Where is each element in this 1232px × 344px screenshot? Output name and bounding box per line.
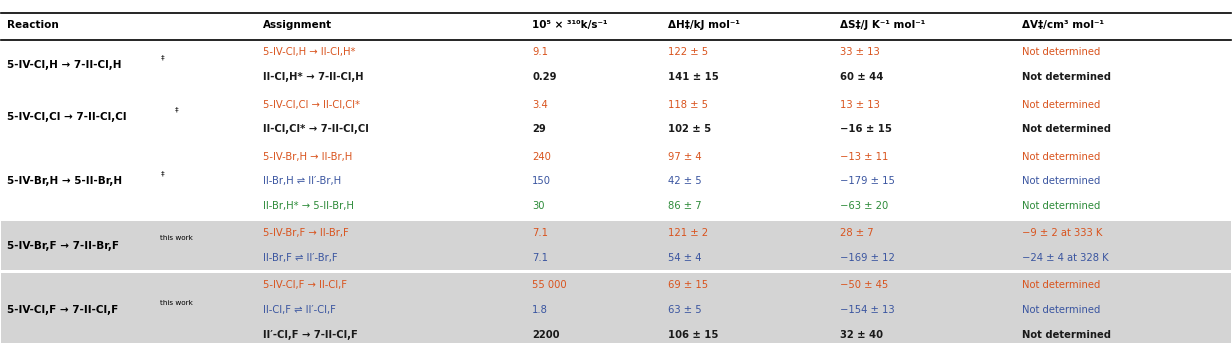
Text: Not determined: Not determined bbox=[1023, 201, 1100, 211]
Text: −169 ± 12: −169 ± 12 bbox=[840, 253, 894, 263]
Text: II-Br,H* → 5-II-Br,H: II-Br,H* → 5-II-Br,H bbox=[262, 201, 354, 211]
Text: 102 ± 5: 102 ± 5 bbox=[668, 124, 711, 134]
Bar bbox=[1, 273, 1231, 344]
Text: Assignment: Assignment bbox=[262, 20, 331, 30]
Text: 106 ± 15: 106 ± 15 bbox=[668, 330, 718, 340]
Text: 5-IV-Cl,F → 7-II-Cl,F: 5-IV-Cl,F → 7-II-Cl,F bbox=[7, 305, 118, 315]
Text: 10⁵ × ³¹⁰k/s⁻¹: 10⁵ × ³¹⁰k/s⁻¹ bbox=[532, 20, 607, 30]
Text: 5-IV-Br,H → II-Br,H: 5-IV-Br,H → II-Br,H bbox=[262, 152, 352, 162]
Text: −50 ± 45: −50 ± 45 bbox=[840, 280, 888, 290]
Text: −154 ± 13: −154 ± 13 bbox=[840, 305, 894, 315]
Text: Not determined: Not determined bbox=[1023, 152, 1100, 162]
Text: ΔS‡/J K⁻¹ mol⁻¹: ΔS‡/J K⁻¹ mol⁻¹ bbox=[840, 20, 925, 30]
Text: 60 ± 44: 60 ± 44 bbox=[840, 72, 883, 82]
Text: 122 ± 5: 122 ± 5 bbox=[668, 47, 708, 57]
Text: II-Cl,H* → 7-II-Cl,H: II-Cl,H* → 7-II-Cl,H bbox=[262, 72, 363, 82]
Text: 42 ± 5: 42 ± 5 bbox=[668, 176, 701, 186]
Text: 69 ± 15: 69 ± 15 bbox=[668, 280, 708, 290]
Text: Not determined: Not determined bbox=[1023, 330, 1111, 340]
Text: II-Cl,F ⇌ II′-Cl,F: II-Cl,F ⇌ II′-Cl,F bbox=[262, 305, 335, 315]
Text: 55 000: 55 000 bbox=[532, 280, 567, 290]
Text: II′-Cl,F → 7-II-Cl,F: II′-Cl,F → 7-II-Cl,F bbox=[262, 330, 357, 340]
Text: 5-IV-Cl,H → 7-II-Cl,H: 5-IV-Cl,H → 7-II-Cl,H bbox=[7, 60, 121, 70]
Text: −13 ± 11: −13 ± 11 bbox=[840, 152, 888, 162]
Text: II-Br,F ⇌ II′-Br,F: II-Br,F ⇌ II′-Br,F bbox=[262, 253, 338, 263]
Text: 5-IV-Cl,Cl → II-Cl,Cl*: 5-IV-Cl,Cl → II-Cl,Cl* bbox=[262, 99, 360, 109]
Text: 86 ± 7: 86 ± 7 bbox=[668, 201, 701, 211]
Text: 32 ± 40: 32 ± 40 bbox=[840, 330, 883, 340]
Text: Not determined: Not determined bbox=[1023, 124, 1111, 134]
Text: 33 ± 13: 33 ± 13 bbox=[840, 47, 880, 57]
Text: 7.1: 7.1 bbox=[532, 228, 548, 238]
Bar bbox=[1, 221, 1231, 270]
Text: 121 ± 2: 121 ± 2 bbox=[668, 228, 708, 238]
Text: 5-IV-Br,F → II-Br,F: 5-IV-Br,F → II-Br,F bbox=[262, 228, 349, 238]
Text: 54 ± 4: 54 ± 4 bbox=[668, 253, 701, 263]
Text: 5-IV-Br,H → 5-II-Br,H: 5-IV-Br,H → 5-II-Br,H bbox=[7, 176, 122, 186]
Text: II-Br,H ⇌ II′-Br,H: II-Br,H ⇌ II′-Br,H bbox=[262, 176, 341, 186]
Text: 5-IV-Cl,F → II-Cl,F: 5-IV-Cl,F → II-Cl,F bbox=[262, 280, 347, 290]
Text: 0.29: 0.29 bbox=[532, 72, 557, 82]
Text: this work: this work bbox=[160, 235, 193, 241]
Text: 7.1: 7.1 bbox=[532, 253, 548, 263]
Text: 141 ± 15: 141 ± 15 bbox=[668, 72, 718, 82]
Text: −24 ± 4 at 328 K: −24 ± 4 at 328 K bbox=[1023, 253, 1109, 263]
Text: 97 ± 4: 97 ± 4 bbox=[668, 152, 701, 162]
Text: 5-IV-Cl,Cl → 7-II-Cl,Cl: 5-IV-Cl,Cl → 7-II-Cl,Cl bbox=[7, 112, 127, 122]
Text: ‡: ‡ bbox=[160, 171, 164, 177]
Text: 3.4: 3.4 bbox=[532, 99, 548, 109]
Text: 118 ± 5: 118 ± 5 bbox=[668, 99, 707, 109]
Bar bbox=[1, 40, 1231, 89]
Text: 9.1: 9.1 bbox=[532, 47, 548, 57]
Text: ΔH‡/kJ mol⁻¹: ΔH‡/kJ mol⁻¹ bbox=[668, 20, 739, 30]
Text: Not determined: Not determined bbox=[1023, 280, 1100, 290]
Text: 13 ± 13: 13 ± 13 bbox=[840, 99, 880, 109]
Bar bbox=[1, 144, 1231, 218]
Text: Reaction: Reaction bbox=[7, 20, 59, 30]
Bar bbox=[1, 92, 1231, 141]
Text: ‡: ‡ bbox=[160, 54, 164, 60]
Text: 1.8: 1.8 bbox=[532, 305, 548, 315]
Text: 63 ± 5: 63 ± 5 bbox=[668, 305, 701, 315]
Text: −9 ± 2 at 333 K: −9 ± 2 at 333 K bbox=[1023, 228, 1103, 238]
Text: 150: 150 bbox=[532, 176, 551, 186]
Text: 2200: 2200 bbox=[532, 330, 559, 340]
Text: Not determined: Not determined bbox=[1023, 305, 1100, 315]
Text: ΔV‡/cm³ mol⁻¹: ΔV‡/cm³ mol⁻¹ bbox=[1023, 20, 1104, 30]
Text: 28 ± 7: 28 ± 7 bbox=[840, 228, 873, 238]
Text: ‡: ‡ bbox=[175, 106, 179, 112]
Bar bbox=[1, 13, 1231, 40]
Text: Not determined: Not determined bbox=[1023, 99, 1100, 109]
Text: 29: 29 bbox=[532, 124, 546, 134]
Text: 5-IV-Br,F → 7-II-Br,F: 5-IV-Br,F → 7-II-Br,F bbox=[7, 241, 118, 251]
Text: Not determined: Not determined bbox=[1023, 47, 1100, 57]
Text: −179 ± 15: −179 ± 15 bbox=[840, 176, 894, 186]
Text: this work: this work bbox=[160, 300, 193, 305]
Text: 5-IV-Cl,H → II-Cl,H*: 5-IV-Cl,H → II-Cl,H* bbox=[262, 47, 355, 57]
Text: Not determined: Not determined bbox=[1023, 176, 1100, 186]
Text: 30: 30 bbox=[532, 201, 545, 211]
Text: −63 ± 20: −63 ± 20 bbox=[840, 201, 888, 211]
Text: Not determined: Not determined bbox=[1023, 72, 1111, 82]
Text: 240: 240 bbox=[532, 152, 551, 162]
Text: II-Cl,Cl* → 7-II-Cl,Cl: II-Cl,Cl* → 7-II-Cl,Cl bbox=[262, 124, 368, 134]
Text: −16 ± 15: −16 ± 15 bbox=[840, 124, 892, 134]
